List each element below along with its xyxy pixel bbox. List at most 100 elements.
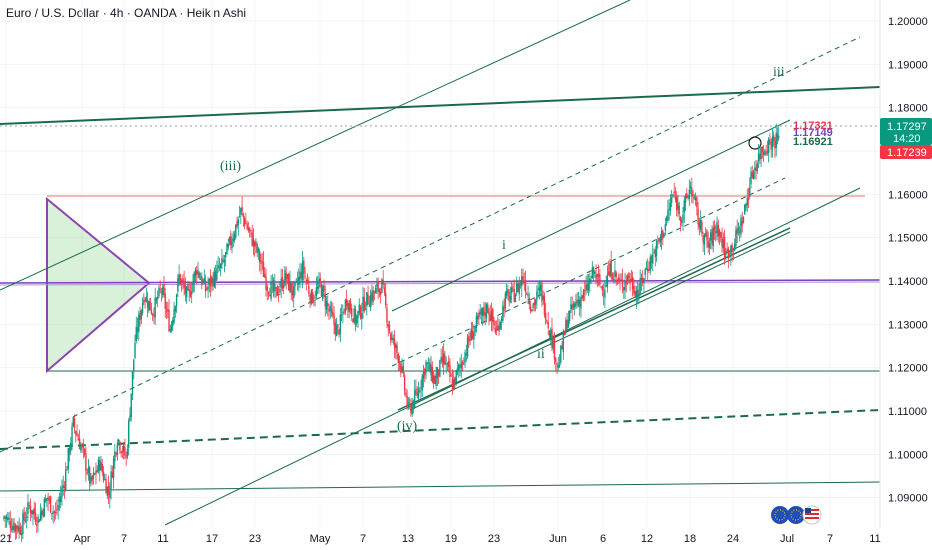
eu-flag-icon-2[interactable] — [787, 506, 805, 524]
candle-body — [473, 332, 475, 340]
candle-body — [644, 269, 646, 276]
candle-body — [97, 459, 100, 472]
candle-body — [9, 521, 11, 529]
candle-body — [556, 362, 558, 365]
candle-body — [422, 370, 425, 379]
candle-body — [306, 279, 309, 284]
candle-body — [489, 314, 491, 322]
short-channel-mid — [391, 177, 786, 367]
candle-body — [338, 329, 340, 335]
candle-body — [584, 290, 586, 292]
candle-body — [774, 141, 776, 149]
candle-body — [131, 371, 134, 395]
candle-body — [230, 236, 232, 246]
y-tick-label: 1.13000 — [888, 319, 928, 331]
candle-body — [290, 282, 292, 293]
candle-body — [310, 290, 313, 304]
candle-body — [295, 279, 297, 281]
candle-body — [670, 197, 673, 203]
candle-body — [439, 360, 441, 377]
candle-body — [179, 274, 182, 285]
candle-body — [546, 320, 548, 323]
candle-body — [562, 331, 565, 353]
candle-body — [587, 282, 590, 291]
last-price-badge: 1.17297 14:20 — [880, 118, 932, 145]
candle-body — [309, 294, 311, 303]
candle-body — [737, 227, 740, 231]
drawings — [0, 0, 881, 526]
candle-body — [419, 390, 421, 392]
candle-body — [720, 232, 722, 238]
candle-body — [490, 310, 493, 321]
candle-body — [279, 289, 281, 293]
candle-body — [291, 290, 294, 296]
candle-body — [761, 146, 764, 153]
candle-body — [156, 296, 159, 299]
candle-body — [408, 403, 411, 405]
y-tick-label: 1.11000 — [888, 406, 927, 418]
candle-body — [668, 208, 670, 211]
y-axis[interactable]: 1.200001.190001.180001.170001.160001.150… — [888, 16, 928, 505]
candle-body — [534, 299, 537, 305]
candle-body — [231, 241, 233, 248]
candle-body — [387, 324, 389, 327]
candle-body — [318, 279, 320, 288]
candle-body — [449, 365, 451, 378]
candle-body — [440, 357, 442, 361]
candle-body — [269, 295, 271, 297]
candle-body — [362, 296, 364, 312]
candle-body — [749, 187, 751, 197]
candle-body — [204, 280, 207, 292]
candle-body — [136, 327, 139, 332]
candle-body — [43, 498, 46, 517]
candle-body — [698, 221, 701, 228]
candle-body — [769, 140, 771, 142]
candle-body — [623, 287, 625, 291]
candle-body — [400, 363, 402, 373]
candle-body — [538, 287, 541, 291]
candle-body — [727, 248, 730, 259]
candle-body — [57, 505, 59, 510]
candle-body — [754, 167, 756, 171]
candle-body — [349, 300, 352, 311]
candle-body — [678, 205, 680, 214]
candle-body — [315, 287, 318, 296]
candle-body — [718, 230, 721, 236]
candle-body — [751, 172, 753, 178]
candle-body — [31, 510, 33, 515]
candle-body — [167, 309, 169, 312]
candle-body — [609, 263, 611, 277]
candle-body — [345, 299, 348, 306]
candle-body — [563, 332, 566, 336]
candle-body — [313, 300, 315, 302]
candle-body — [189, 290, 192, 297]
candle-body — [303, 260, 305, 275]
candle-body — [28, 505, 30, 507]
candle-body — [679, 216, 682, 222]
candle-body — [762, 152, 765, 155]
candle-body — [227, 243, 229, 248]
event-icons[interactable] — [771, 505, 822, 525]
candle-body — [277, 294, 280, 296]
candle-body — [144, 299, 146, 301]
candle-body — [641, 277, 644, 284]
candle-body — [378, 289, 381, 293]
candle-body — [61, 487, 63, 497]
candle-body — [149, 297, 151, 310]
wave-label-iv-paren: (iv) — [397, 419, 418, 434]
candle-body — [73, 418, 76, 428]
x-axis[interactable]: 21 Apr 7 11 17 23 May 7 13 19 23 Jun 6 12 18 24 Jul 7 11 — [0, 533, 881, 545]
candle-body — [512, 286, 514, 288]
candle-body — [77, 437, 80, 441]
candle-body — [51, 513, 53, 515]
candle-body — [90, 476, 92, 483]
candle-body — [337, 324, 339, 328]
candle-body — [728, 256, 731, 258]
eu-flag-icon[interactable] — [771, 506, 789, 524]
candle-body — [736, 228, 738, 235]
candle-body — [451, 378, 454, 391]
candle-body — [616, 279, 619, 281]
x-tick-label: 23 — [488, 533, 500, 545]
candle-body — [116, 444, 119, 456]
